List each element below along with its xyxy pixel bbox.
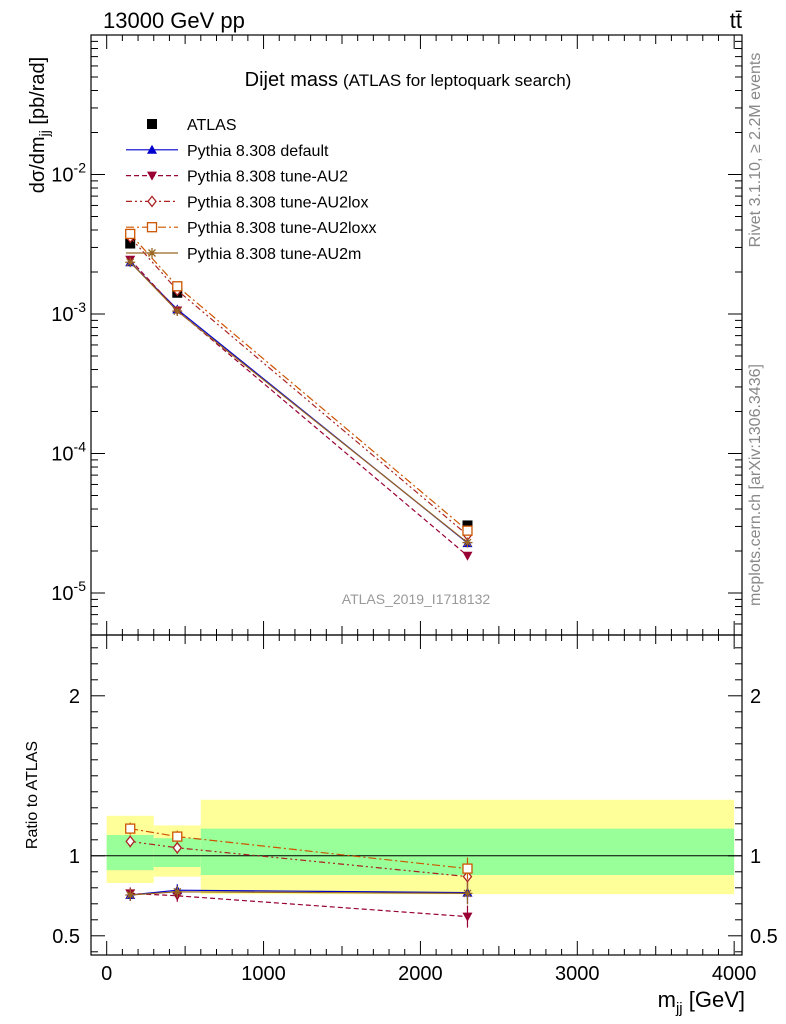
- y-tick-label: 10-5: [51, 578, 86, 605]
- main-title: Dijet mass: [245, 69, 338, 91]
- legend-label: Pythia 8.308 tune-AU2lox: [187, 194, 368, 211]
- main-series: [125, 228, 473, 561]
- y-tick-label: 10-3: [51, 299, 86, 326]
- ratio-y-tick-label: 1: [69, 846, 80, 868]
- legend-label: ATLAS: [187, 117, 237, 134]
- ratio-point: [462, 888, 473, 899]
- legend-entry: Pythia 8.308 tune-AU2: [126, 169, 348, 186]
- ratio-line: [130, 828, 468, 870]
- legend-marker: [147, 144, 157, 154]
- ratio-plot-frame: [90, 634, 743, 956]
- source-label: mcplots.cern.ch [arXiv:1306.3436]: [747, 364, 764, 606]
- x-axis-label: mjj [GeV]: [658, 987, 745, 1017]
- process-label: 13000 GeV pp: [103, 8, 245, 33]
- main-y-axis-label: dσ/dmjj [pb/rad]: [27, 57, 52, 193]
- main-y-tick-labels: 10-5 10-4 10-3 10-2: [51, 160, 86, 606]
- y-tick-label: 10-2: [51, 160, 86, 187]
- ratio-point: [172, 886, 183, 897]
- series-line: [129, 261, 468, 544]
- main-y-ticks: [91, 34, 742, 635]
- ratio-point: [125, 823, 136, 834]
- x-tick-label: 3000: [555, 963, 600, 985]
- ratio-point: [172, 841, 183, 854]
- legend-marker: [147, 119, 157, 129]
- ratio-point: [125, 890, 136, 900]
- ratio-series-3: [125, 822, 473, 880]
- series-line: [129, 236, 468, 536]
- x-tick-label: 1000: [241, 963, 286, 985]
- legend-label: Pythia 8.308 tune-AU2loxx: [187, 220, 376, 237]
- ratio-point: [125, 835, 136, 848]
- ratio-y-tick-label-right: 1: [750, 846, 761, 868]
- legend-marker: [147, 171, 157, 181]
- ratio-line: [130, 892, 468, 918]
- legend: ATLAS Pythia 8.308 default Pythia 8.308 tu…: [126, 117, 376, 263]
- legend-entry: Pythia 8.308 tune-AU2m: [126, 246, 361, 263]
- uncertainty-bands: [91, 799, 742, 895]
- series-line: [129, 261, 468, 544]
- ratio-point: [462, 912, 473, 922]
- x-tick-label: 4000: [712, 963, 757, 985]
- main-subtitle: (ATLAS for leptoquark search): [343, 71, 571, 90]
- series-line: [129, 233, 468, 532]
- data-point: [172, 281, 183, 292]
- legend-label: Pythia 8.308 default: [187, 143, 329, 160]
- legend-entry: ATLAS: [147, 117, 237, 134]
- legend-entry: Pythia 8.308 default: [126, 143, 329, 160]
- legend-marker: [146, 222, 158, 233]
- ratio-y-tick-label-right: 2: [750, 686, 761, 708]
- legend-label: Pythia 8.308 tune-AU2: [187, 169, 348, 186]
- ratio-series-4: [125, 882, 473, 905]
- ratio-y-tick-label-right: 0.5: [750, 926, 778, 948]
- ratio-y-tick-label: 2: [69, 686, 80, 708]
- legend-entry: Pythia 8.308 tune-AU2loxx: [126, 220, 376, 237]
- legend-marker: [147, 195, 157, 208]
- legend-entry: Pythia 8.308 tune-AU2lox: [126, 194, 368, 211]
- final-state-label: tt̄: [730, 8, 742, 33]
- data-point: [125, 238, 136, 249]
- legend-label: Pythia 8.308 tune-AU2m: [187, 246, 361, 263]
- data-point: [172, 306, 183, 317]
- rivet-label: Rivet 3.1.10, ≥ 2.2M events: [747, 53, 764, 248]
- series-3: [125, 231, 473, 542]
- ratio-point: [172, 831, 183, 842]
- main-plot: Dijet mass (ATLAS for leptoquark search)…: [27, 34, 743, 636]
- series-1: [125, 257, 473, 548]
- ratio-y-axis-label: Ratio to ATLAS: [24, 741, 41, 849]
- data-point: [462, 520, 473, 531]
- ratio-y-tick-label: 0.5: [52, 926, 80, 948]
- y-tick-label: 10-4: [51, 439, 86, 466]
- ratio-series: [125, 822, 473, 928]
- ratio-ticks: [91, 635, 742, 955]
- ratio-plot: Ratio to ATLAS 0.5 0.5 1 1 2 2 0 1000 2000 3000 40…: [24, 634, 778, 1017]
- series-line: [129, 259, 468, 557]
- data-point: [462, 537, 473, 548]
- x-tick-label: 2000: [398, 963, 443, 985]
- analysis-id: ATLAS_2019_I1718132: [342, 591, 491, 607]
- legend-marker: [147, 248, 157, 258]
- data-point: [125, 228, 136, 240]
- data-point: [462, 551, 473, 561]
- ratio-point: [462, 863, 473, 874]
- x-tick-label: 0: [101, 963, 112, 985]
- ratio-tick-labels: 0.5 0.5 1 1 2 2 0 1000 2000 3000 4000: [52, 686, 778, 985]
- data-point: [462, 525, 473, 536]
- series-5: [125, 257, 473, 548]
- series-4: [125, 228, 473, 536]
- data-point: [125, 257, 136, 268]
